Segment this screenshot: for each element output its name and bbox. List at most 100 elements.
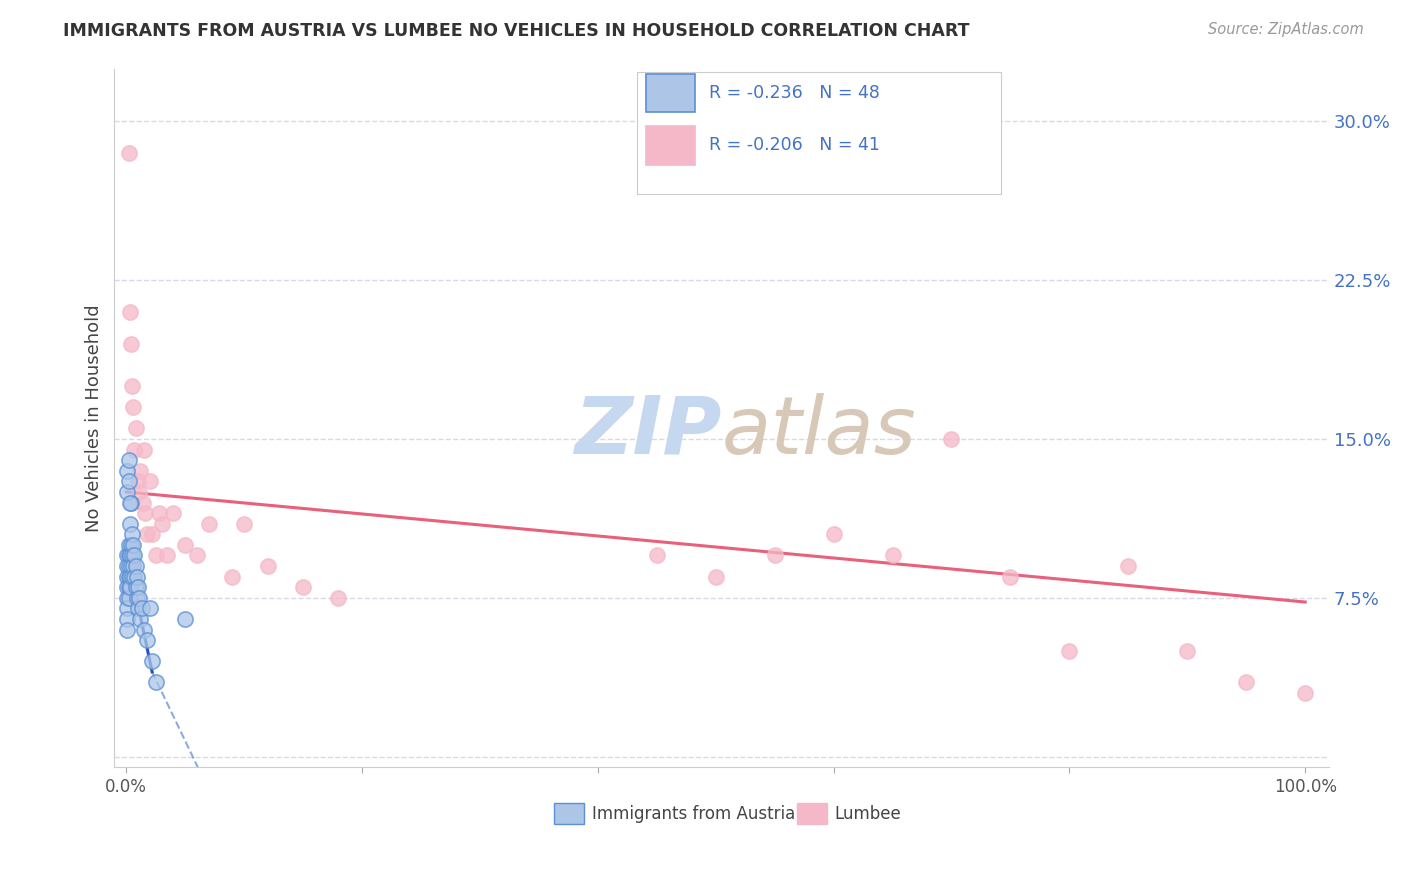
Point — [129, 612, 152, 626]
Point — [156, 549, 179, 563]
Point — [131, 495, 153, 509]
Point — [117, 559, 139, 574]
Point — [117, 580, 139, 594]
Point — [122, 559, 145, 574]
Text: atlas: atlas — [721, 392, 917, 471]
Point — [292, 580, 315, 594]
Point — [941, 432, 963, 446]
Point — [117, 612, 139, 626]
Point — [1234, 675, 1257, 690]
Point — [117, 591, 139, 605]
Point — [117, 591, 139, 605]
Point — [162, 506, 184, 520]
Point — [125, 569, 148, 583]
Point — [117, 559, 139, 574]
Point — [121, 379, 143, 393]
Point — [125, 591, 148, 605]
Point — [120, 336, 142, 351]
Point — [117, 549, 139, 563]
Point — [186, 549, 208, 563]
Point — [122, 538, 145, 552]
Point — [127, 601, 149, 615]
Point — [145, 549, 167, 563]
Point — [763, 549, 786, 563]
Point — [1000, 569, 1022, 583]
Point — [145, 675, 167, 690]
Text: Lumbee: Lumbee — [835, 805, 901, 823]
Point — [132, 442, 155, 457]
Point — [134, 506, 156, 520]
Point — [174, 612, 197, 626]
FancyBboxPatch shape — [637, 72, 1001, 194]
Point — [122, 401, 145, 415]
Point — [121, 569, 143, 583]
Point — [124, 559, 146, 574]
Point — [120, 495, 142, 509]
Point — [128, 484, 150, 499]
Text: ZIP: ZIP — [574, 392, 721, 471]
Point — [117, 475, 139, 489]
Text: Immigrants from Austria: Immigrants from Austria — [592, 805, 794, 823]
Point — [118, 569, 141, 583]
Point — [139, 601, 162, 615]
Point — [1294, 686, 1316, 700]
Point — [1175, 644, 1198, 658]
Point — [120, 538, 142, 552]
Point — [131, 601, 153, 615]
FancyBboxPatch shape — [554, 804, 585, 824]
Point — [141, 527, 163, 541]
Point — [117, 549, 139, 563]
Point — [124, 580, 146, 594]
Point — [117, 623, 139, 637]
Point — [117, 569, 139, 583]
Point — [120, 559, 142, 574]
Point — [127, 580, 149, 594]
Point — [141, 654, 163, 668]
Y-axis label: No Vehicles in Household: No Vehicles in Household — [86, 304, 103, 532]
Point — [139, 475, 162, 489]
Point — [121, 549, 143, 563]
Point — [256, 559, 278, 574]
Point — [197, 516, 219, 531]
Point — [117, 453, 139, 467]
Point — [233, 516, 256, 531]
Point — [704, 569, 727, 583]
Point — [118, 495, 141, 509]
FancyBboxPatch shape — [647, 74, 695, 112]
Point — [118, 305, 141, 319]
Point — [124, 569, 146, 583]
Text: Source: ZipAtlas.com: Source: ZipAtlas.com — [1208, 22, 1364, 37]
Point — [882, 549, 904, 563]
Point — [117, 569, 139, 583]
Point — [117, 146, 139, 161]
Point — [1118, 559, 1140, 574]
Point — [121, 527, 143, 541]
Point — [174, 538, 197, 552]
Point — [129, 464, 152, 478]
FancyBboxPatch shape — [647, 126, 695, 165]
Point — [823, 527, 845, 541]
Point — [1059, 644, 1081, 658]
Point — [645, 549, 668, 563]
Text: R = -0.206   N = 41: R = -0.206 N = 41 — [710, 136, 880, 154]
Text: R = -0.236   N = 48: R = -0.236 N = 48 — [710, 84, 880, 102]
Point — [328, 591, 350, 605]
Point — [117, 601, 139, 615]
Point — [132, 623, 155, 637]
Point — [118, 516, 141, 531]
Text: IMMIGRANTS FROM AUSTRIA VS LUMBEE NO VEHICLES IN HOUSEHOLD CORRELATION CHART: IMMIGRANTS FROM AUSTRIA VS LUMBEE NO VEH… — [63, 22, 970, 40]
Point — [124, 421, 146, 435]
Point — [148, 506, 170, 520]
Point — [117, 580, 139, 594]
Point — [124, 442, 146, 457]
Point — [221, 569, 243, 583]
Point — [136, 633, 159, 648]
Point — [150, 516, 173, 531]
Point — [117, 538, 139, 552]
Point — [118, 549, 141, 563]
Point — [127, 475, 149, 489]
Point — [118, 580, 141, 594]
Point — [117, 484, 139, 499]
FancyBboxPatch shape — [797, 804, 827, 824]
Point — [124, 549, 146, 563]
